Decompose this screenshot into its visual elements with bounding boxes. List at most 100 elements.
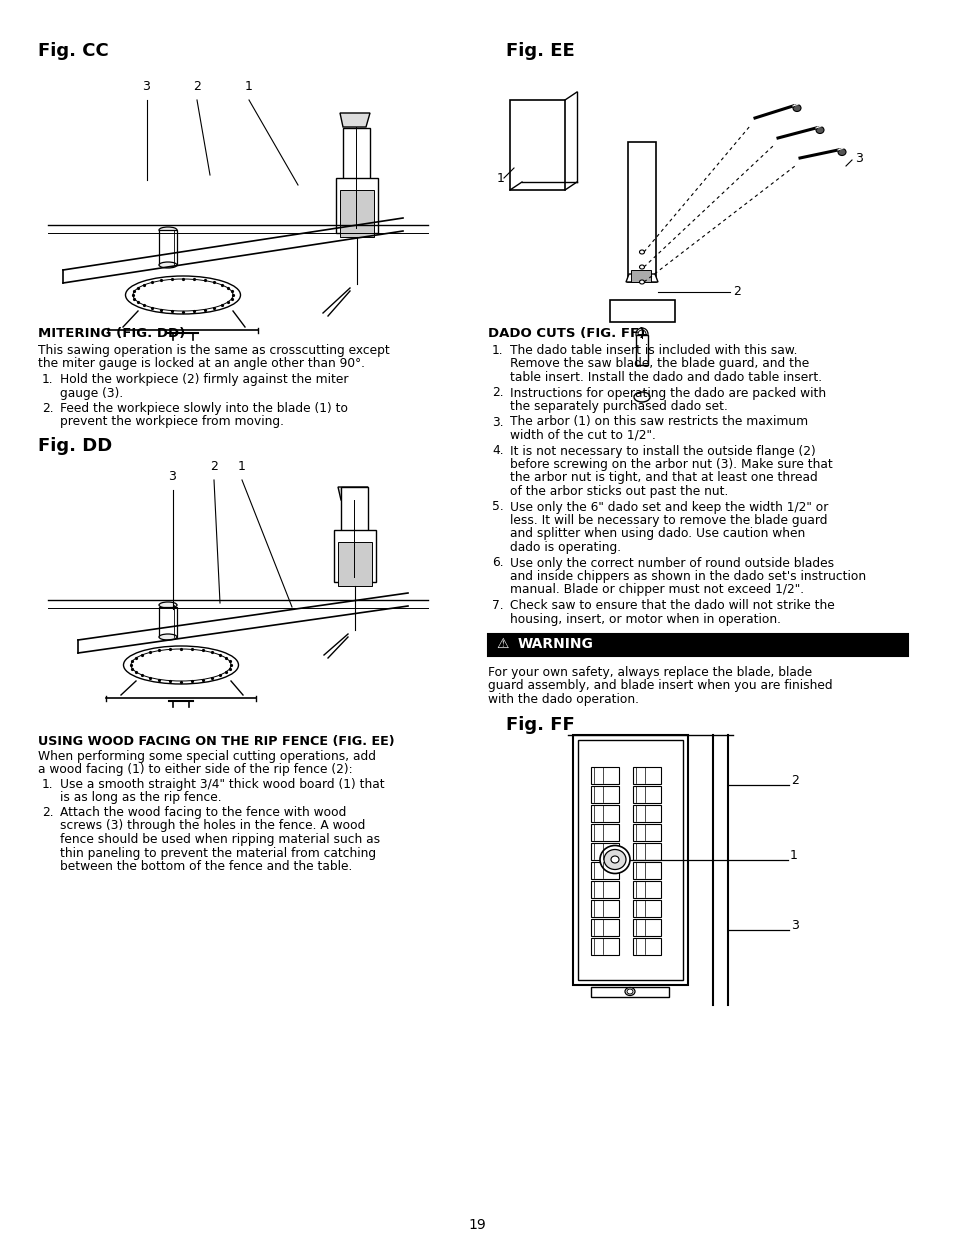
Text: dado is operating.: dado is operating. [510, 541, 620, 554]
Text: 3: 3 [854, 152, 862, 165]
Ellipse shape [159, 227, 177, 233]
FancyBboxPatch shape [590, 986, 668, 996]
Ellipse shape [159, 261, 177, 268]
FancyBboxPatch shape [630, 270, 650, 282]
Text: 7.: 7. [492, 598, 503, 612]
Ellipse shape [636, 328, 647, 339]
Text: prevent the workpiece from moving.: prevent the workpiece from moving. [60, 415, 284, 429]
Text: 1: 1 [789, 849, 797, 862]
FancyBboxPatch shape [590, 861, 618, 878]
Text: 3: 3 [790, 919, 798, 932]
Ellipse shape [634, 392, 649, 401]
Text: Use a smooth straight 3/4" thick wood board (1) that: Use a smooth straight 3/4" thick wood bo… [60, 778, 384, 790]
Text: ⚠: ⚠ [496, 637, 508, 650]
FancyBboxPatch shape [488, 634, 907, 655]
FancyBboxPatch shape [578, 740, 682, 980]
Text: The dado table insert is included with this saw.: The dado table insert is included with t… [510, 344, 797, 357]
Text: Feed the workpiece slowly into the blade (1) to: Feed the workpiece slowly into the blade… [60, 401, 348, 415]
Ellipse shape [639, 265, 644, 269]
FancyBboxPatch shape [510, 100, 564, 190]
Text: MITERING (FIG. DD): MITERING (FIG. DD) [38, 327, 185, 339]
Ellipse shape [131, 649, 231, 681]
Ellipse shape [638, 330, 645, 338]
Text: the separately purchased dado set.: the separately purchased dado set. [510, 400, 727, 413]
Ellipse shape [159, 602, 177, 608]
FancyBboxPatch shape [159, 230, 177, 265]
FancyBboxPatch shape [590, 938, 618, 954]
Text: 2: 2 [790, 774, 798, 787]
Ellipse shape [837, 149, 845, 156]
Text: Instructions for operating the dado are packed with: Instructions for operating the dado are … [510, 387, 825, 399]
Polygon shape [337, 487, 368, 501]
Text: 19: 19 [468, 1218, 485, 1232]
FancyBboxPatch shape [633, 786, 660, 803]
Text: fence should be used when ripping material such as: fence should be used when ripping materi… [60, 833, 379, 846]
FancyBboxPatch shape [590, 918, 618, 935]
Text: screws (3) through the holes in the fence. A wood: screws (3) through the holes in the fenc… [60, 819, 365, 833]
Text: manual. Blade or chipper must not exceed 1/2".: manual. Blade or chipper must not exceed… [510, 584, 803, 596]
Polygon shape [625, 274, 658, 282]
FancyBboxPatch shape [590, 804, 618, 821]
Text: guard assembly, and blade insert when you are finished: guard assembly, and blade insert when yo… [488, 679, 832, 693]
Ellipse shape [126, 276, 240, 313]
Ellipse shape [639, 280, 644, 284]
Text: Use only the correct number of round outside blades: Use only the correct number of round out… [510, 556, 833, 570]
Text: 2.: 2. [492, 387, 503, 399]
Text: Fig. EE: Fig. EE [505, 42, 574, 59]
Text: 2: 2 [193, 81, 201, 93]
Text: the miter gauge is locked at an angle other than 90°.: the miter gauge is locked at an angle ot… [38, 358, 365, 370]
Text: 6.: 6. [492, 556, 503, 570]
Text: 3: 3 [168, 470, 175, 483]
Text: 4.: 4. [492, 445, 503, 457]
FancyBboxPatch shape [590, 786, 618, 803]
Text: with the dado operation.: with the dado operation. [488, 693, 639, 706]
Text: of the arbor sticks out past the nut.: of the arbor sticks out past the nut. [510, 484, 727, 498]
Text: width of the cut to 1/2".: width of the cut to 1/2". [510, 429, 656, 442]
Ellipse shape [792, 104, 801, 112]
Text: less. It will be necessary to remove the blade guard: less. It will be necessary to remove the… [510, 514, 826, 527]
FancyBboxPatch shape [573, 735, 687, 985]
Ellipse shape [626, 989, 633, 994]
Ellipse shape [610, 856, 618, 864]
FancyBboxPatch shape [609, 300, 675, 322]
Text: 3: 3 [142, 81, 150, 93]
Text: gauge (3).: gauge (3). [60, 387, 123, 399]
Text: Remove the saw blade, the blade guard, and the: Remove the saw blade, the blade guard, a… [510, 358, 808, 370]
FancyBboxPatch shape [633, 804, 660, 821]
Ellipse shape [123, 646, 238, 684]
FancyBboxPatch shape [627, 142, 656, 282]
Ellipse shape [603, 850, 625, 870]
FancyBboxPatch shape [590, 824, 618, 840]
FancyBboxPatch shape [335, 178, 377, 233]
Text: 2.: 2. [42, 401, 53, 415]
FancyBboxPatch shape [633, 767, 660, 783]
Text: Fig. CC: Fig. CC [38, 42, 109, 59]
Text: USING WOOD FACING ON THE RIP FENCE (FIG. EE): USING WOOD FACING ON THE RIP FENCE (FIG.… [38, 735, 395, 748]
Text: 1: 1 [245, 81, 253, 93]
FancyBboxPatch shape [633, 861, 660, 878]
Text: Fig. FF: Fig. FF [505, 716, 574, 735]
Text: It is not necessary to install the outside flange (2): It is not necessary to install the outsi… [510, 445, 815, 457]
Text: Fig. DD: Fig. DD [38, 437, 112, 455]
Text: before screwing on the arbor nut (3). Make sure that: before screwing on the arbor nut (3). Ma… [510, 458, 832, 471]
Text: between the bottom of the fence and the table.: between the bottom of the fence and the … [60, 860, 352, 873]
Text: The arbor (1) on this saw restricts the maximum: The arbor (1) on this saw restricts the … [510, 415, 807, 429]
FancyBboxPatch shape [340, 487, 368, 577]
Text: Use only the 6" dado set and keep the width 1/2" or: Use only the 6" dado set and keep the wi… [510, 501, 827, 513]
Text: and splitter when using dado. Use caution when: and splitter when using dado. Use cautio… [510, 528, 804, 540]
Text: a wood facing (1) to either side of the rip fence (2):: a wood facing (1) to either side of the … [38, 763, 353, 777]
FancyBboxPatch shape [633, 918, 660, 935]
FancyBboxPatch shape [633, 824, 660, 840]
Text: 1.: 1. [42, 373, 53, 387]
Text: 2.: 2. [42, 807, 53, 819]
FancyBboxPatch shape [633, 938, 660, 954]
Text: table insert. Install the dado and dado table insert.: table insert. Install the dado and dado … [510, 370, 821, 384]
Text: and inside chippers as shown in the dado set's instruction: and inside chippers as shown in the dado… [510, 570, 865, 584]
Ellipse shape [132, 279, 233, 311]
FancyBboxPatch shape [343, 128, 370, 228]
Text: DADO CUTS (FIG. FF): DADO CUTS (FIG. FF) [488, 327, 644, 339]
Text: Hold the workpiece (2) firmly against the miter: Hold the workpiece (2) firmly against th… [60, 373, 348, 387]
Text: 2: 2 [210, 460, 217, 473]
Text: 1.: 1. [492, 344, 503, 357]
Text: 3.: 3. [492, 415, 503, 429]
